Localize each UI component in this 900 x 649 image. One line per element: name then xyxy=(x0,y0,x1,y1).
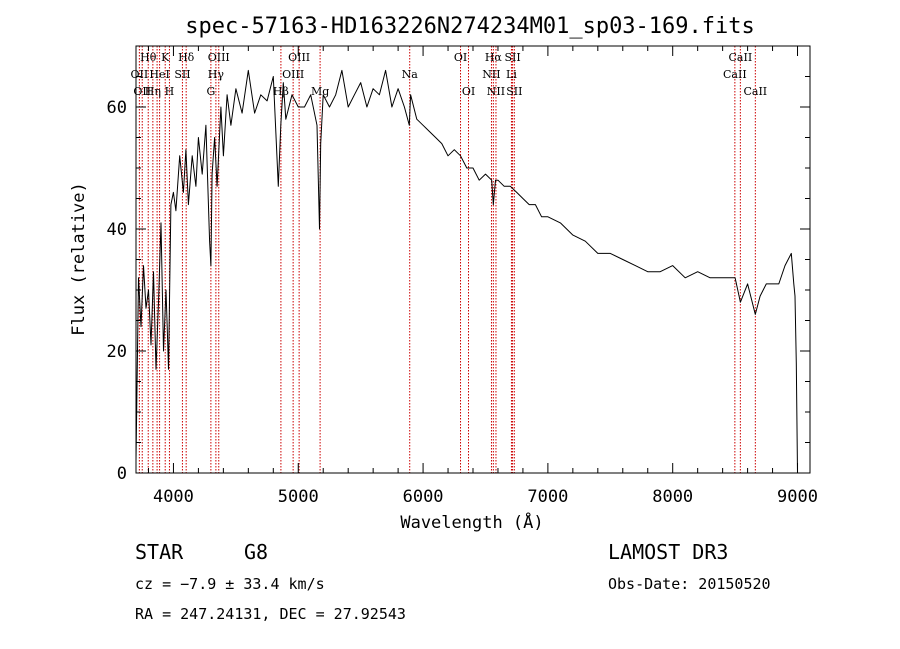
line-label: OIII xyxy=(282,68,304,81)
line-label: OII xyxy=(131,68,149,81)
line-label: OI xyxy=(454,51,467,64)
line-label: SII xyxy=(506,85,522,98)
spectrum-line xyxy=(135,69,798,474)
line-label: Hη xyxy=(145,85,161,98)
y-tick-label: 60 xyxy=(107,98,127,118)
line-label: NII xyxy=(482,68,500,81)
line-label: Hβ xyxy=(273,85,289,98)
line-label: Hθ xyxy=(140,51,157,64)
line-label: Mg xyxy=(311,85,329,98)
line-label: OIII xyxy=(288,51,310,64)
line-label: OI xyxy=(462,85,475,98)
x-tick-label: 4000 xyxy=(153,487,194,507)
plot-frame xyxy=(135,45,811,474)
x-tick-label: 5000 xyxy=(278,487,319,507)
subclass: G8 xyxy=(244,540,268,564)
line-label: Hα xyxy=(485,51,503,64)
line-label: CaII xyxy=(743,85,767,98)
x-tick-label: 7000 xyxy=(527,487,568,507)
x-axis-ticks: 4000 5000 6000 7000 8000 9000 xyxy=(147,46,818,507)
y-tick-label: 0 xyxy=(117,464,127,484)
line-label: K xyxy=(161,51,170,64)
line-label: Na xyxy=(402,68,419,81)
survey-name: LAMOST DR3 xyxy=(608,540,728,564)
spectral-line-markers xyxy=(138,46,756,473)
line-label: CaII xyxy=(723,68,747,81)
x-axis-label: Wavelength (Å) xyxy=(400,511,543,533)
x-tick-label: 6000 xyxy=(403,487,444,507)
y-axis-label: Flux (relative) xyxy=(69,182,89,336)
line-label: SII xyxy=(504,51,520,64)
line-label: Hγ xyxy=(208,68,225,81)
line-label: SII xyxy=(174,68,190,81)
coordinates: RA = 247.24131, DEC = 27.92543 xyxy=(135,605,406,623)
observation-date: Obs-Date: 20150520 xyxy=(608,575,771,593)
line-label: Li xyxy=(506,68,517,81)
y-axis-ticks: 0 20 40 60 xyxy=(107,45,810,484)
spectral-line-labels: OII OII Hθ Hη HeI K H SII Hδ G Hγ OIII Hβ OIII OIII Mg N… xyxy=(131,51,768,98)
object-class: STAR xyxy=(135,540,184,564)
x-tick-label: 9000 xyxy=(777,487,818,507)
redshift-cz: cz = −7.9 ± 33.4 km/s xyxy=(135,575,325,593)
line-label: CaII xyxy=(729,51,753,64)
line-label: HeI xyxy=(149,68,169,81)
line-label: H xyxy=(165,85,175,98)
chart-title: spec-57163-HD163226N274234M01_sp03-169.f… xyxy=(185,14,755,39)
line-label: OII xyxy=(133,85,151,98)
y-tick-label: 40 xyxy=(107,220,127,240)
line-label: Hδ xyxy=(178,51,195,64)
y-tick-label: 20 xyxy=(107,342,127,362)
line-label: OIII xyxy=(208,51,230,64)
line-label: G xyxy=(206,85,215,98)
line-label: NII xyxy=(487,85,505,98)
x-tick-label: 8000 xyxy=(652,487,693,507)
